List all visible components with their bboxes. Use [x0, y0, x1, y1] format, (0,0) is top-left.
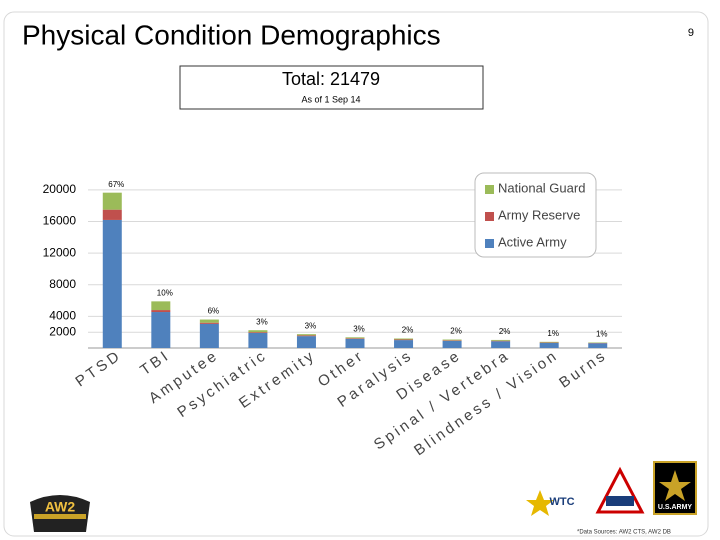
bar-segment — [394, 340, 414, 348]
bar-segment — [199, 323, 219, 348]
percent-label: 6% — [208, 307, 220, 316]
y-tick-label: 2000 — [49, 324, 76, 338]
bar-segment — [442, 339, 462, 341]
bar-segment — [491, 339, 511, 341]
bar-segment — [248, 330, 268, 333]
percent-label: 2% — [499, 327, 511, 336]
aw2-logo: AW2 — [30, 495, 90, 532]
percent-label: 3% — [305, 321, 317, 330]
legend-box — [474, 172, 597, 258]
y-tick-label: 12000 — [43, 245, 77, 259]
legend-label: Army Reserve — [498, 207, 580, 222]
legend: National Guard Army Reserve Active Army — [485, 180, 585, 249]
army-logo: U.S.ARMY — [653, 461, 697, 515]
page-number: 9 — [688, 27, 694, 39]
bar-segment — [151, 312, 171, 348]
bar-segment — [345, 338, 365, 348]
bar-segment — [151, 301, 171, 311]
percent-label: 3% — [353, 324, 365, 333]
bar-segment — [345, 338, 365, 339]
y-tick-label: 4000 — [49, 309, 76, 323]
as-of-text: As of 1 Sep 14 — [301, 94, 360, 104]
bar-segment — [442, 340, 462, 348]
percent-label: 1% — [547, 329, 559, 338]
y-tick-label: 16000 — [43, 214, 77, 228]
percent-label: 10% — [157, 288, 173, 297]
bar-segment — [296, 334, 316, 336]
total-box — [179, 65, 484, 110]
bar-segment — [296, 335, 316, 337]
percent-label: 67% — [108, 180, 124, 189]
slide-title: Physical Condition Demographics — [22, 19, 441, 50]
y-tick-label: 20000 — [43, 182, 77, 196]
data-source: *Data Sources: AW2 CTS, AW2 DB — [577, 530, 671, 536]
bar-segment — [394, 339, 414, 341]
bar-segment — [248, 332, 268, 348]
percent-label: 2% — [402, 326, 414, 335]
bar-segment — [539, 341, 559, 343]
bar-segment — [539, 342, 559, 348]
bar-segment — [199, 319, 219, 323]
wtc-text: WTC — [549, 496, 574, 508]
bar-segment — [296, 336, 316, 348]
bar-segment — [394, 338, 414, 340]
percent-label: 2% — [450, 327, 462, 336]
bar-segment — [248, 332, 268, 333]
flag-logo — [595, 466, 645, 514]
army-text: U.S.ARMY — [658, 504, 693, 511]
bar-segment — [491, 340, 511, 342]
legend-swatch — [485, 239, 494, 248]
legend-label: Active Army — [498, 234, 567, 249]
y-tick-label: 8000 — [49, 277, 76, 291]
wtc-logo: WTC — [526, 490, 575, 516]
bar-segment — [345, 337, 365, 339]
bar-segment — [442, 340, 462, 341]
bar-segment — [102, 209, 122, 220]
bar-segment — [102, 219, 122, 348]
total-text: Total: 21479 — [282, 69, 380, 89]
legend-label: National Guard — [498, 180, 585, 195]
legend-swatch — [485, 185, 494, 194]
percent-label: 3% — [256, 317, 268, 326]
bar-segment — [199, 322, 219, 324]
bar-segment — [491, 341, 511, 348]
bar-segment — [102, 192, 122, 210]
bar-segment — [151, 310, 171, 313]
percent-label: 1% — [596, 330, 608, 339]
legend-swatch — [485, 212, 494, 221]
bar-segment — [588, 343, 608, 348]
aw2-text: AW2 — [45, 499, 76, 515]
slide-frame — [3, 11, 709, 537]
